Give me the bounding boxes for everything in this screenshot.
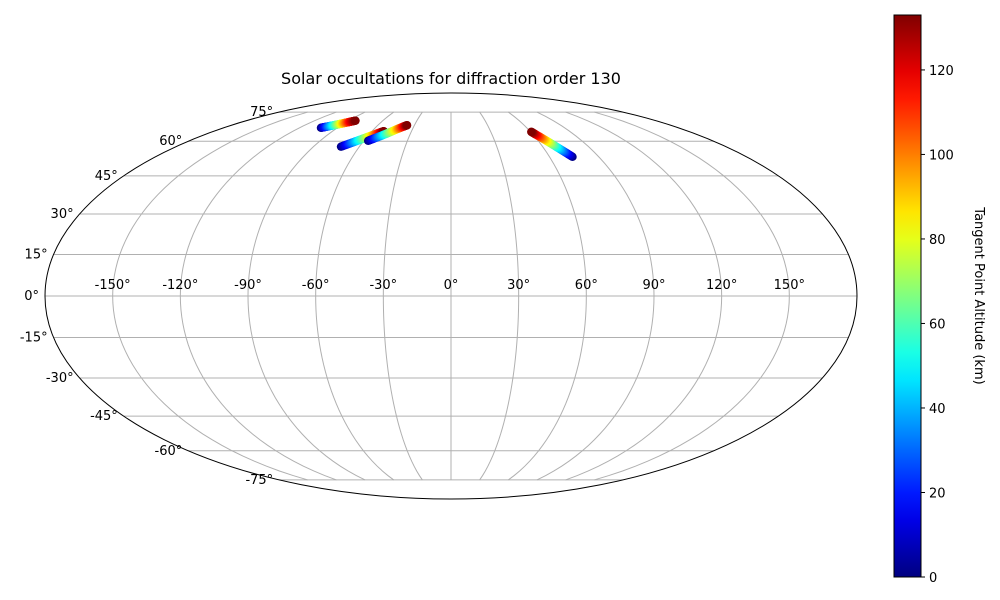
colorbar-label: Tangent Point Altitude (km) [971,206,986,384]
colorbar-ticks: 0 20 40 60 80 100 120 [921,64,954,586]
colorbar-tick-label: 60 [929,317,946,332]
map-grid [45,111,857,481]
colorbar [893,14,922,578]
lon-tick-label: -60° [302,278,330,293]
lon-tick-label: 120° [706,278,737,293]
lon-tick-label: -120° [162,278,198,293]
lat-tick-label: 45° [95,169,118,184]
colorbar-tick-label: 100 [929,148,954,163]
lat-tick-label: -75° [245,473,273,488]
lat-tick-label: -60° [155,444,183,459]
latitude-tick-labels: -75° -60° -45° -30° -15° 0° 15° 30° 45° 60° 75° [20,105,273,488]
lat-tick-label: 15° [25,247,48,262]
lon-tick-label: -150° [95,278,131,293]
lon-gridline [112,111,308,481]
lon-tick-label: 90° [642,278,665,293]
lon-tick-label: 150° [774,278,805,293]
lat-tick-label: 60° [159,134,182,149]
lat-tick-label: -45° [90,409,118,424]
lon-gridline [179,111,337,481]
lon-gridline [479,111,520,481]
lon-gridline [565,111,723,481]
lon-tick-label: 30° [507,278,530,293]
lon-gridline [507,111,587,481]
lat-tick-label: -15° [20,331,48,346]
occultation-point [527,127,536,137]
colorbar-tick-label: 120 [929,64,954,79]
lon-tick-label: 60° [575,278,598,293]
colorbar-tick-label: 80 [929,233,946,248]
occultation-point [402,121,412,130]
lon-gridline [536,111,655,481]
longitude-tick-labels: -150° -120° -90° -60° -30° 0° 30° 60° 90° 120° 150… [95,278,805,293]
lon-tick-label: -30° [369,278,397,293]
lon-tick-label: 0° [444,278,459,293]
map-boundary [44,92,858,500]
colorbar-tick-label: 40 [929,402,946,417]
lat-tick-label: 30° [51,207,74,222]
lat-tick-label: -30° [46,371,74,386]
colorbar-tick-label: 0 [929,571,937,586]
chart-title: Solar occultations for diffraction order… [281,69,621,88]
occultation-points [316,116,577,162]
lon-gridline [382,111,423,481]
lon-gridline [594,111,790,481]
lat-tick-label: 0° [24,289,39,304]
lon-gridline [315,111,395,481]
colorbar-tick-label: 20 [929,486,946,501]
lat-tick-label: 75° [250,105,273,120]
lon-tick-label: -90° [234,278,262,293]
occultation-point [351,116,360,125]
lon-gridline [247,111,366,481]
